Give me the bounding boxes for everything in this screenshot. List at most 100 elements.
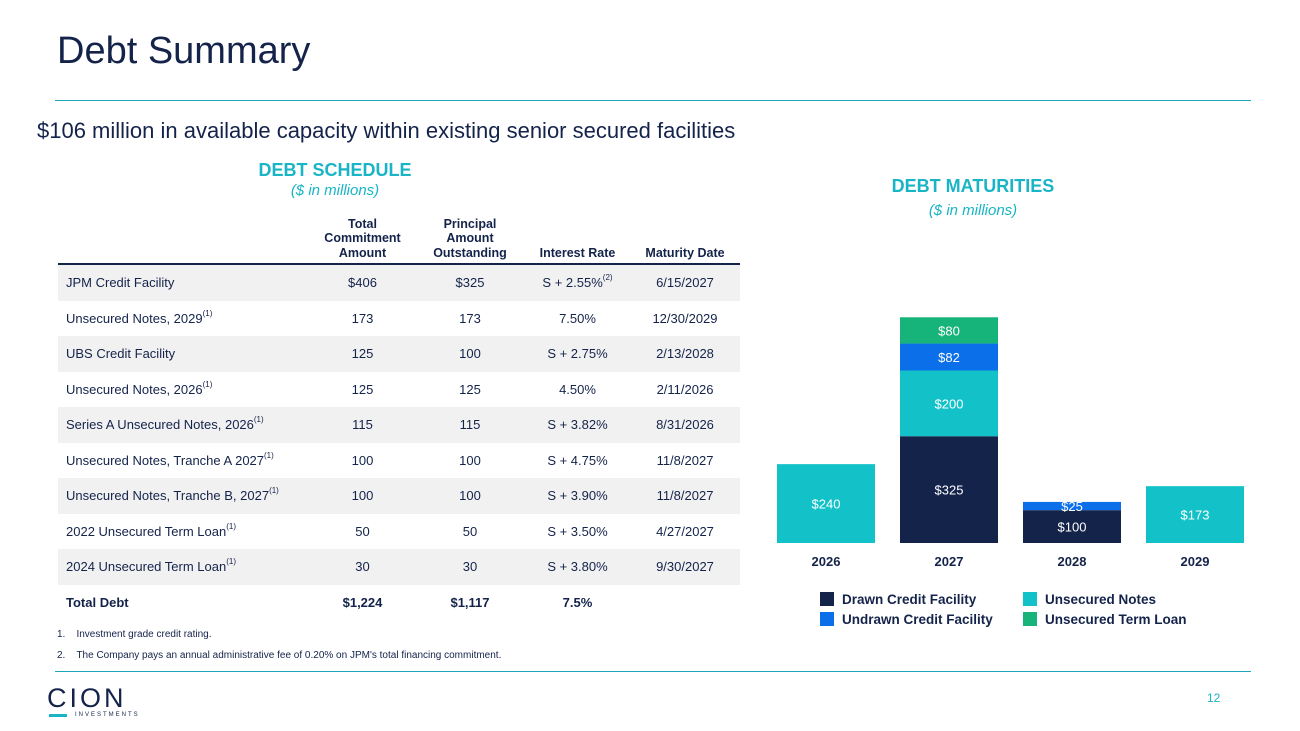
- maturity-cell-text: 12/30/2029: [652, 310, 718, 326]
- footnote-marker: (2): [602, 273, 613, 283]
- rate-cell-text: S + 3.82%: [547, 417, 608, 433]
- maturity-cell-text: 6/15/2027: [656, 275, 714, 291]
- rate-cell: S + 3.80%: [525, 549, 630, 585]
- top-divider: [55, 100, 1251, 101]
- footnote-marker: (1): [202, 379, 213, 389]
- rate-cell: S + 3.50%: [525, 514, 630, 550]
- facility-name-text: JPM Credit Facility: [66, 275, 175, 291]
- outstanding-cell: 100: [415, 336, 525, 372]
- facility-name-text: 2024 Unsecured Term Loan: [66, 559, 227, 575]
- outstanding-cell: 30: [415, 549, 525, 585]
- legend-label: Drawn Credit Facility: [842, 592, 977, 607]
- facility-name-text: Unsecured Notes, 2029: [66, 310, 203, 326]
- data-label: $325: [935, 483, 964, 498]
- total-maturity: [630, 584, 740, 621]
- data-label: $200: [935, 396, 964, 411]
- debt-schedule-title: DEBT SCHEDULE: [258, 160, 412, 180]
- commitment-cell-text: 125: [351, 381, 374, 397]
- total-label: Total Debt: [58, 584, 310, 621]
- bar-segment: [777, 464, 875, 543]
- rate-cell: S + 3.82%: [525, 407, 630, 443]
- maturity-cell-text: 2/13/2028: [656, 346, 714, 362]
- table-row: Unsecured Notes, 2029(1) 173 173 7.50% 12/30…: [58, 301, 740, 337]
- data-label: $173: [1181, 508, 1210, 523]
- maturity-cell: 6/15/2027: [630, 264, 740, 301]
- commitment-cell-text: 50: [355, 523, 370, 539]
- rate-cell-text: 4.50%: [559, 381, 596, 397]
- rate-cell-text: S + 2.55%: [542, 275, 603, 291]
- data-label: $100: [1058, 520, 1087, 535]
- header-commitment: Total Commitment Amount: [324, 217, 401, 260]
- commitment-cell: 115: [310, 407, 415, 443]
- rate-cell-text: S + 2.75%: [547, 346, 608, 362]
- facility-name: Unsecured Notes, 2026(1): [58, 372, 310, 408]
- footnote-marker: (1): [202, 308, 213, 318]
- table-row: 2024 Unsecured Term Loan(1) 30 30 S + 3.80%…: [58, 549, 740, 585]
- outstanding-cell: 115: [415, 407, 525, 443]
- table-row: 2022 Unsecured Term Loan(1) 50 50 S + 3.50%…: [58, 514, 740, 550]
- legend-swatch: [820, 612, 834, 626]
- maturity-cell: 2/13/2028: [630, 336, 740, 372]
- maturity-cell-text: 9/30/2027: [656, 559, 714, 575]
- bar-segment: [900, 370, 998, 437]
- outstanding-cell-text: 115: [459, 417, 481, 433]
- table-body: JPM Credit Facility $406 $325 S + 2.55%(2) 6…: [58, 264, 740, 621]
- outstanding-cell: 100: [415, 478, 525, 514]
- data-label: $240: [812, 497, 841, 512]
- outstanding-cell-text: 100: [459, 346, 481, 362]
- bar-segment: [1023, 501, 1121, 511]
- commitment-cell-text: $406: [348, 275, 377, 291]
- commitment-cell: 100: [310, 443, 415, 479]
- header-maturity-date: Maturity Date: [645, 245, 725, 260]
- rate-cell: S + 4.75%: [525, 443, 630, 479]
- rate-cell: 7.50%: [525, 301, 630, 337]
- maturity-cell: 9/30/2027: [630, 549, 740, 585]
- footnote-marker: (1): [264, 450, 274, 460]
- footnote-2: 2. The Company pays an annual administra…: [57, 650, 502, 661]
- commitment-cell-text: 100: [351, 452, 374, 468]
- maturity-cell-text: 2/11/2026: [656, 381, 714, 397]
- facility-name-text: Series A Unsecured Notes, 2026: [66, 417, 254, 433]
- maturity-cell-text: 4/27/2027: [656, 523, 714, 539]
- rate-cell-text: S + 3.50%: [547, 523, 608, 539]
- page-number: 12: [1207, 691, 1221, 705]
- outstanding-cell-text: 50: [462, 523, 478, 539]
- x-tick-label: 2026: [812, 554, 841, 569]
- maturity-cell: 12/30/2029: [630, 301, 740, 337]
- maturity-cell: 8/31/2026: [630, 407, 740, 443]
- bar-segment: [1146, 486, 1244, 543]
- logo-subtitle: INVESTMENTS: [75, 712, 140, 718]
- table-row: UBS Credit Facility 125 100 S + 2.75% 2/13/2…: [58, 336, 740, 372]
- maturity-cell: 4/27/2027: [630, 514, 740, 550]
- logo-accent-bar: [49, 714, 67, 717]
- maturity-cell: 2/11/2026: [630, 372, 740, 408]
- page-subtitle: $106 million in available capacity withi…: [37, 118, 736, 143]
- rate-cell: 4.50%: [525, 372, 630, 408]
- debt-schedule-table: Total Commitment Amount Principal Amount…: [58, 217, 740, 621]
- outstanding-cell-text: 30: [462, 559, 478, 575]
- commitment-cell: 125: [310, 372, 415, 408]
- outstanding-cell: 125: [415, 372, 525, 408]
- facility-name-text: Unsecured Notes, Tranche A 2027: [66, 452, 265, 468]
- data-label: $82: [938, 350, 960, 365]
- commitment-cell: 30: [310, 549, 415, 585]
- debt-maturities-title: DEBT MATURITIES: [891, 176, 1055, 196]
- commitment-cell: 50: [310, 514, 415, 550]
- facility-name: 2022 Unsecured Term Loan(1): [58, 514, 310, 550]
- x-tick-label: 2029: [1181, 554, 1210, 569]
- facility-name-text: UBS Credit Facility: [66, 346, 176, 362]
- debt-maturities-chart: $240 2026 $325 $200 $82 $80 2027 $100 $25 2028 $17…: [777, 317, 1244, 627]
- x-tick-label: 2027: [935, 554, 964, 569]
- bar-segment: [1023, 510, 1121, 543]
- footnote-marker: (1): [269, 486, 279, 496]
- footnote-marker: (1): [253, 415, 264, 425]
- rate-cell-text: S + 4.75%: [547, 452, 608, 468]
- total-row: Total Debt $1,224 $1,117 7.5%: [58, 584, 740, 621]
- maturity-cell: 11/8/2027: [630, 443, 740, 479]
- facility-name-text: Unsecured Notes, 2026: [66, 381, 203, 397]
- commitment-cell-text: 30: [355, 559, 370, 575]
- logo-wordmark: CION: [47, 683, 127, 713]
- x-tick-label: 2028: [1058, 554, 1087, 569]
- facility-name: JPM Credit Facility: [58, 264, 310, 301]
- rate-cell: S + 2.55%(2): [525, 264, 630, 301]
